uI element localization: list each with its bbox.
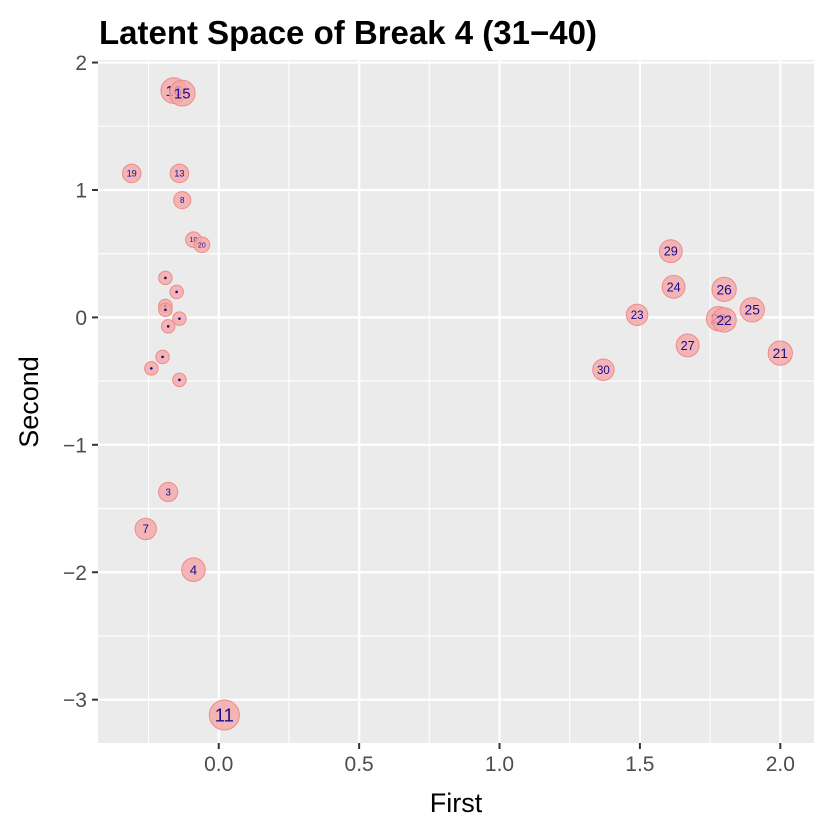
data-point: 23 [625, 303, 649, 327]
data-point [155, 349, 170, 365]
data-point [158, 302, 173, 317]
minor-gridlines [98, 60, 814, 743]
major-gridlines [98, 60, 814, 743]
point-dot [164, 308, 167, 312]
point-label: 19 [127, 169, 137, 179]
point-marker [181, 557, 206, 582]
data-point [172, 311, 187, 326]
x-tick-label: 0.5 [345, 753, 374, 776]
point-marker [193, 236, 211, 254]
point-marker [711, 307, 737, 333]
data-point: 20 [193, 236, 211, 254]
data-point: 11 [208, 699, 240, 731]
point-marker [739, 297, 765, 323]
point-marker [158, 481, 179, 503]
point-label: 22 [716, 313, 731, 328]
data-point: 30 [592, 358, 615, 381]
data-point [169, 284, 184, 300]
data-point: 7 [134, 517, 157, 541]
y-tick-label: 1 [75, 179, 87, 202]
chart-title: Latent Space of Break 4 (31−40) [99, 14, 597, 51]
point-label: 30 [597, 365, 610, 377]
data-point: 22 [711, 307, 737, 333]
x-axis: 0.0 0.5 1.0 1.5 2.0 [204, 743, 795, 776]
point-label: 26 [716, 282, 732, 297]
point-marker [168, 79, 196, 107]
data-point [144, 361, 159, 376]
point-label: 4 [190, 562, 197, 577]
point-marker [173, 191, 192, 210]
point-label: 11 [215, 705, 234, 726]
y-tick-label: −1 [63, 434, 87, 457]
point-dot [178, 378, 181, 382]
point-label: 13 [174, 169, 184, 179]
y-tick-label: 2 [75, 52, 87, 75]
data-point [160, 319, 176, 334]
point-marker [134, 517, 157, 541]
plot-panel [98, 60, 814, 743]
data-point [172, 372, 187, 388]
point-marker [711, 276, 737, 303]
data-point [158, 270, 173, 286]
point-label: 7 [143, 524, 149, 536]
point-label: 15 [174, 86, 191, 103]
point-label: 27 [681, 339, 695, 353]
point-label: 10 [190, 237, 198, 244]
x-axis-title: First [430, 788, 483, 818]
point-dot [175, 290, 178, 294]
point-dot [164, 276, 167, 280]
y-axis-title: Second [14, 356, 44, 448]
point-label: 23 [631, 310, 644, 322]
point-marker [625, 303, 649, 327]
data-point: 13 [169, 163, 190, 184]
data-point: 4 [181, 557, 206, 582]
point-marker [121, 163, 142, 184]
x-tick-label: 0.0 [204, 753, 233, 776]
data-points: 16151913810203741129242625232822272130 [121, 77, 793, 731]
point-label: 21 [773, 346, 788, 361]
point-marker [661, 274, 686, 299]
point-label: 20 [198, 242, 206, 249]
y-tick-label: −3 [63, 689, 87, 712]
point-marker [592, 358, 615, 381]
y-axis: 2 1 0 −1 −2 −3 [63, 52, 98, 712]
point-marker [658, 239, 683, 264]
data-point: 27 [675, 333, 700, 358]
data-point: 8 [173, 191, 192, 210]
data-point: 24 [661, 274, 686, 299]
point-label: 24 [667, 280, 681, 294]
point-marker [675, 333, 700, 358]
point-label: 25 [745, 303, 761, 318]
data-point: 25 [739, 297, 765, 323]
point-dot [178, 317, 181, 320]
point-dot [166, 325, 170, 328]
point-marker [208, 699, 240, 731]
point-dot [161, 355, 164, 359]
point-marker [767, 340, 793, 366]
y-tick-label: −2 [63, 562, 87, 585]
data-point: 19 [121, 163, 142, 184]
data-point: 3 [158, 481, 179, 503]
point-label: 8 [180, 196, 185, 205]
point-marker [169, 163, 190, 184]
data-point: 29 [658, 239, 683, 264]
data-point: 21 [767, 340, 793, 366]
y-tick-label: 0 [75, 307, 87, 330]
point-label: 3 [165, 487, 170, 498]
x-tick-label: 2.0 [766, 753, 795, 776]
point-label: 29 [664, 245, 678, 259]
x-tick-label: 1.5 [625, 753, 654, 776]
x-tick-label: 1.0 [485, 753, 514, 776]
data-point: 26 [711, 276, 737, 303]
data-point: 15 [168, 79, 196, 107]
point-dot [150, 367, 153, 370]
